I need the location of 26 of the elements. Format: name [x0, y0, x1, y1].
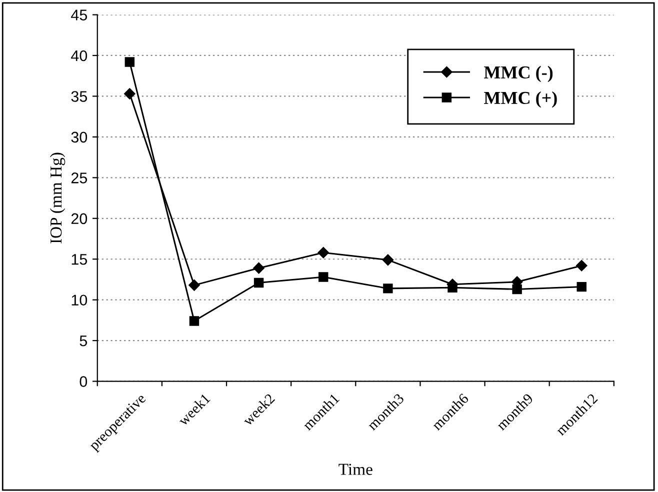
point — [188, 280, 200, 291]
y-tick-label: 5 — [80, 336, 88, 346]
point — [318, 247, 329, 258]
y-tick-label: 40 — [71, 50, 88, 62]
x-axis-title: Time — [338, 464, 372, 475]
point — [253, 262, 264, 274]
legend-label: MMC (-) — [484, 66, 553, 82]
point — [189, 316, 200, 326]
point — [576, 282, 586, 292]
y-tick-label: 35 — [71, 91, 88, 102]
y-tick-label: 30 — [71, 132, 88, 143]
point — [318, 272, 328, 282]
y-tick-label: 0 — [80, 376, 88, 387]
legend-label: MMC (+) — [484, 91, 557, 108]
point — [382, 254, 394, 266]
y-tick-label: 25 — [71, 172, 88, 184]
y-tick-label: 10 — [72, 294, 88, 306]
y-tick-label: 15 — [72, 254, 88, 265]
point — [576, 260, 588, 272]
y-tick-label: 20 — [71, 213, 88, 224]
point — [124, 57, 135, 67]
point — [383, 284, 393, 294]
y-axis-title: IOP (mm Hg) — [50, 152, 66, 244]
y-tick-label: 45 — [71, 10, 88, 20]
point — [124, 88, 136, 100]
point — [254, 278, 264, 288]
